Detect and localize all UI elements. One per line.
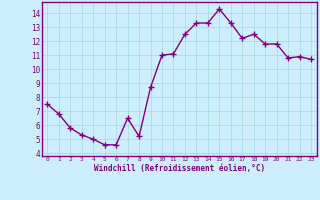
X-axis label: Windchill (Refroidissement éolien,°C): Windchill (Refroidissement éolien,°C): [94, 164, 265, 173]
